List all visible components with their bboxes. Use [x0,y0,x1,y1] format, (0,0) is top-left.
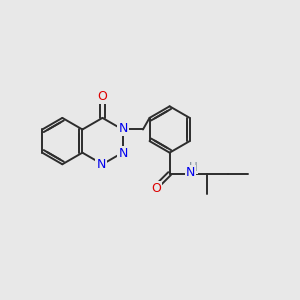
Text: N: N [118,122,128,135]
Text: N: N [186,167,195,179]
Text: H: H [189,160,197,173]
Text: O: O [98,89,107,103]
Text: N: N [96,158,106,171]
Text: N: N [118,147,128,160]
Text: O: O [152,182,161,195]
